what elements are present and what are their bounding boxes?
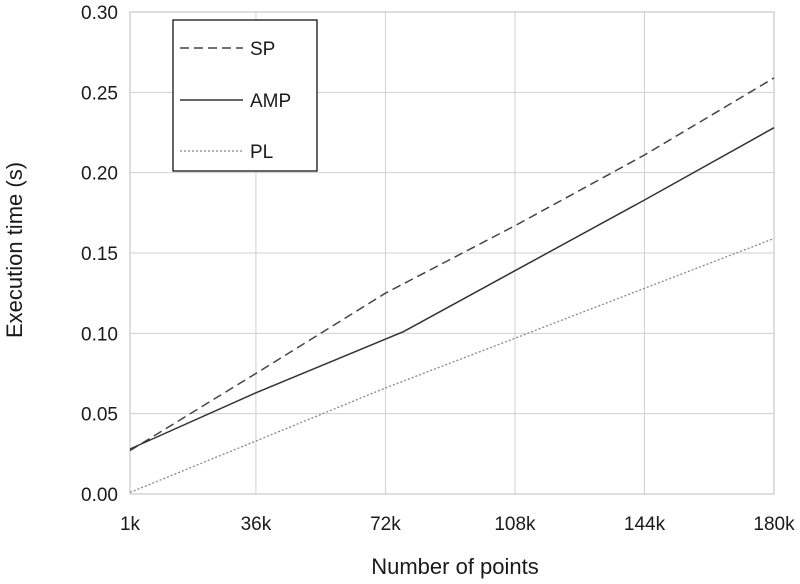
series-line-sp — [129, 77, 775, 452]
series-line-amp — [129, 127, 775, 450]
legend: SP AMP PL — [172, 19, 318, 172]
x-axis-ticks: 1k 36k 72k 108k 144k 180k — [120, 514, 795, 535]
legend-label-sp: SP — [250, 39, 275, 60]
y-tick-label: 0.25 — [81, 83, 118, 104]
y-axis-ticks: 0.00 0.05 0.10 0.15 0.20 0.25 0.30 — [81, 3, 118, 506]
y-tick-label: 0.15 — [81, 244, 118, 265]
series-layer — [129, 77, 775, 494]
legend-label-amp: AMP — [250, 91, 291, 112]
y-tick-label: 0.20 — [81, 164, 118, 185]
x-tick-label: 1k — [120, 514, 141, 535]
plot-area-frame — [129, 11, 775, 495]
x-tick-label: 72k — [370, 514, 401, 535]
x-tick-label: 180k — [753, 514, 795, 535]
y-tick-label: 0.00 — [81, 485, 118, 506]
y-axis-title: Execution time (s) — [2, 162, 27, 338]
legend-label-pl: PL — [250, 142, 273, 163]
y-tick-label: 0.05 — [81, 405, 118, 426]
x-axis-title: Number of points — [371, 554, 539, 579]
y-tick-label: 0.10 — [81, 324, 118, 345]
x-tick-label: 144k — [624, 514, 666, 535]
x-tick-label: 36k — [241, 514, 272, 535]
x-tick-label: 108k — [494, 514, 536, 535]
series-line-pl — [129, 237, 775, 494]
y-tick-label: 0.30 — [81, 3, 118, 24]
legend-box — [172, 19, 318, 172]
